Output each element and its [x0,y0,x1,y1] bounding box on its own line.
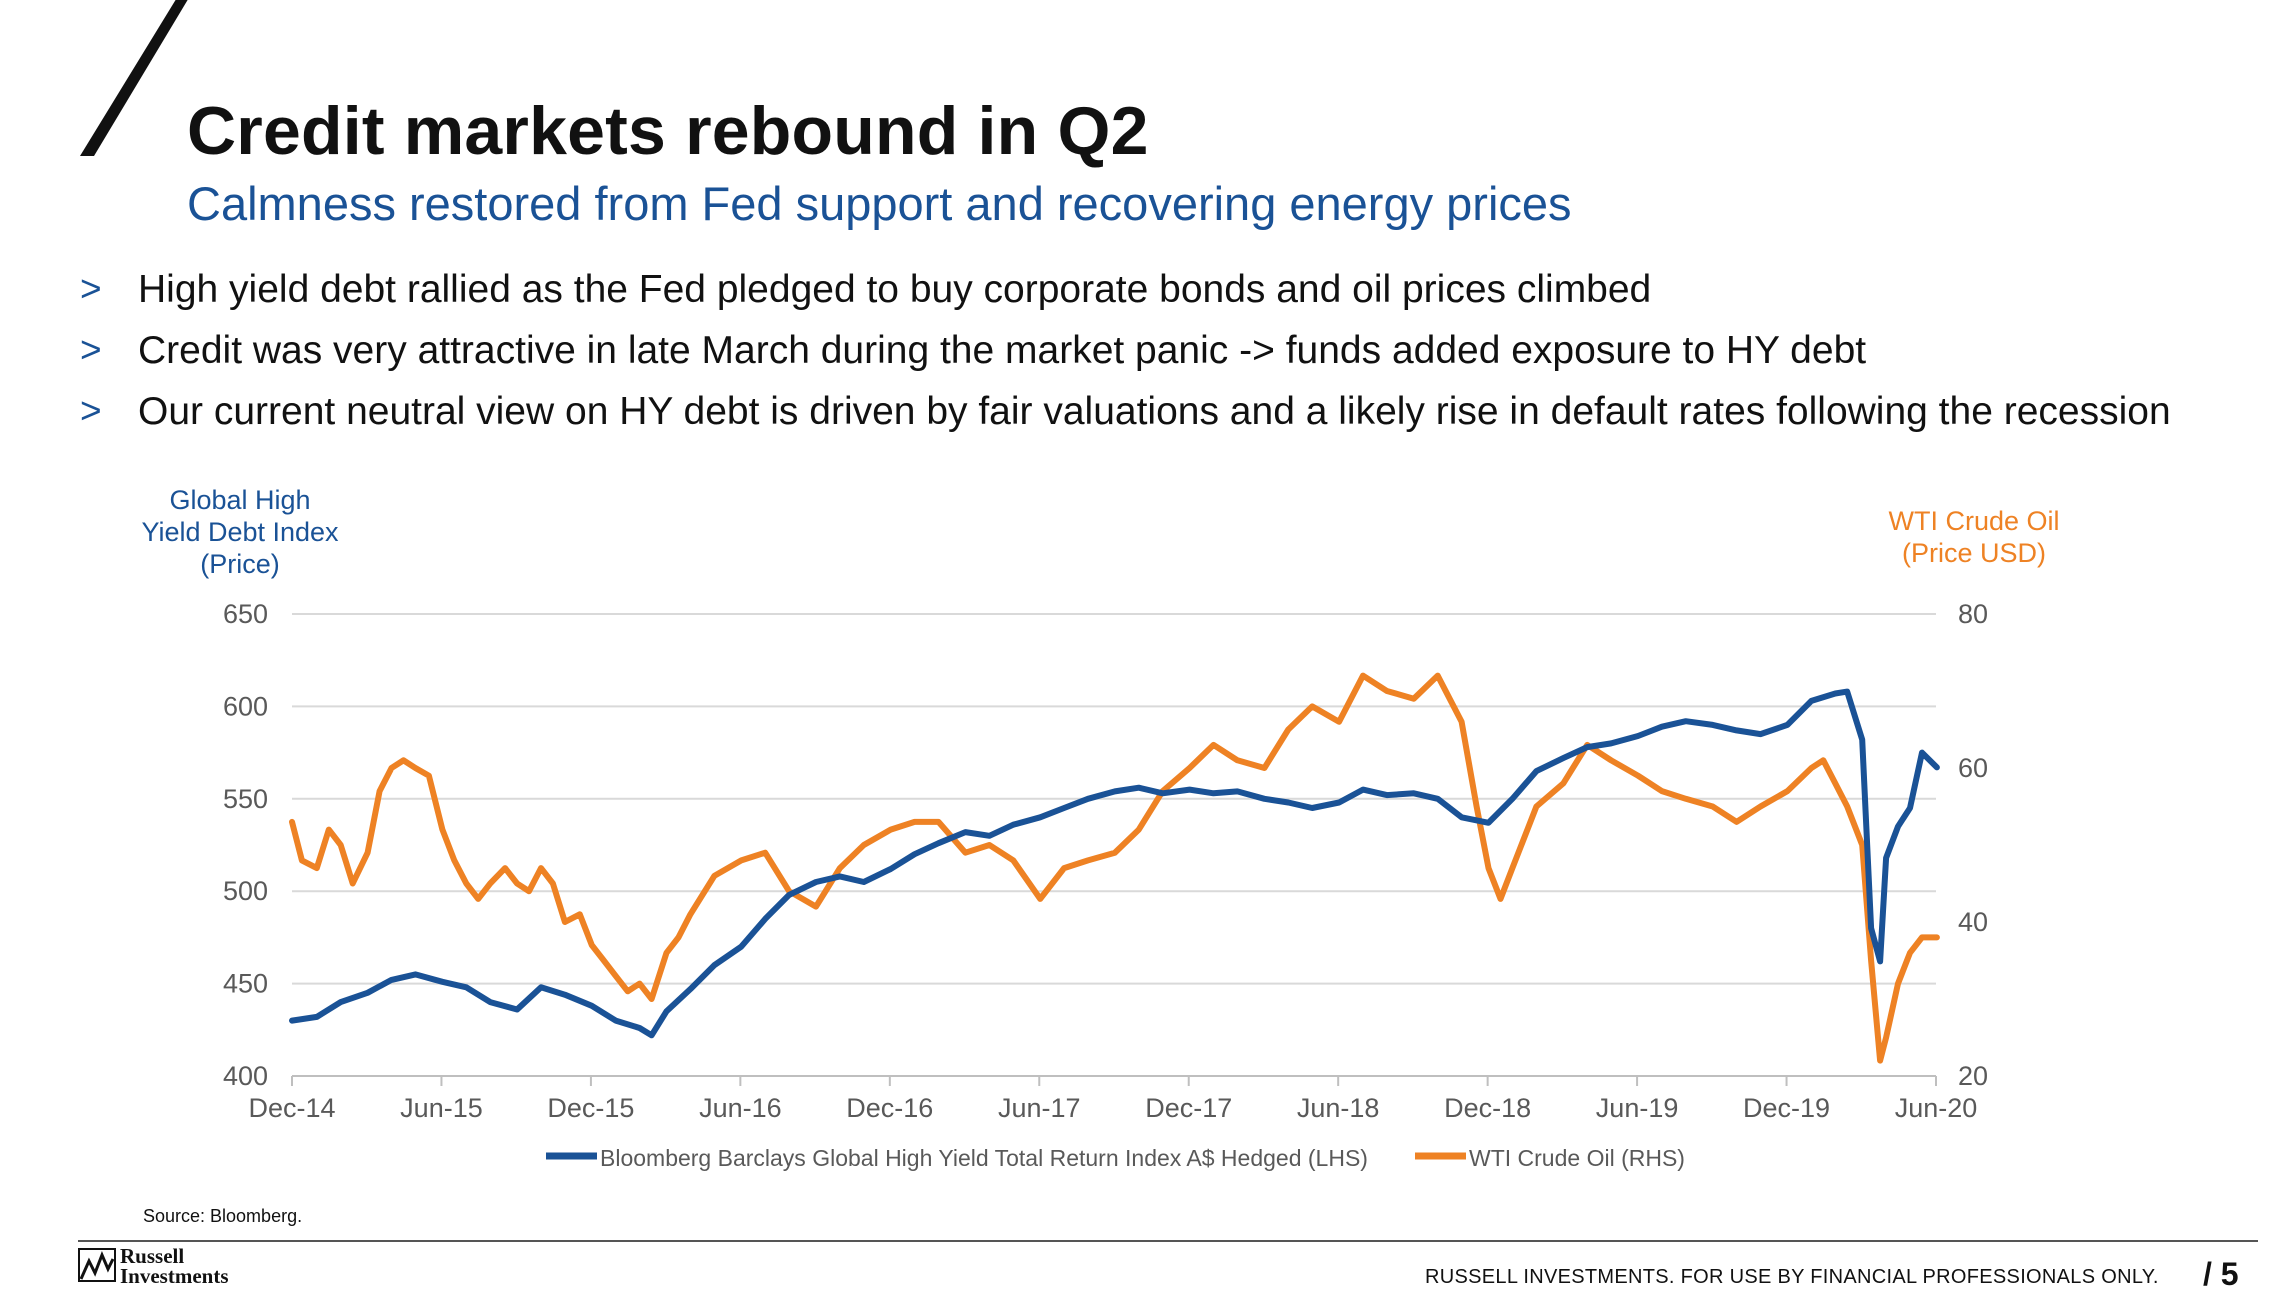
russell-logo-icon [78,1248,116,1282]
gridlines [292,613,1936,985]
chart-legend: Bloomberg Barclays Global High Yield Tot… [546,1145,1685,1171]
page-title: Credit markets rebound in Q2 [187,93,1149,169]
y-left-tick-label: 450 [223,969,268,999]
left-axis-title-line: Yield Debt Index [141,517,339,547]
logo-line-1: Russell [120,1244,185,1268]
page-number: / 5 [2203,1256,2239,1292]
y-right-tick-label: 60 [1958,753,1988,783]
y-left-tick-label: 550 [223,784,268,814]
x-tick-label: Dec-19 [1743,1093,1830,1123]
bullet-item: > Credit was very attractive in late Marc… [80,329,2171,390]
hy-index-line [289,688,1940,1039]
bullet-text: Our current neutral view on HY debt is d… [138,390,2171,433]
page-subtitle: Calmness restored from Fed support and r… [187,177,1572,230]
axes [291,1075,1937,1086]
right-axis-title-line: (Price USD) [1902,538,2046,568]
legend-label-hy: Bloomberg Barclays Global High Yield Tot… [600,1145,1368,1171]
y-left-tick-label: 500 [223,876,268,906]
x-tick-label: Jun-16 [699,1093,782,1123]
right-axis-title-line: WTI Crude Oil [1888,506,2059,536]
x-tick-label: Jun-20 [1895,1093,1978,1123]
bullet-marker: > [80,268,102,309]
left-axis-title-line: Global High [169,485,310,515]
x-tick-label: Dec-18 [1444,1093,1531,1123]
x-tick-label: Dec-16 [846,1093,933,1123]
wti-oil-line [289,672,1940,1064]
bullet-text: High yield debt rallied as the Fed pledg… [138,268,1652,311]
y-left-tick-label: 600 [223,691,268,721]
x-tick-label: Dec-17 [1145,1093,1232,1123]
decorative-slash-icon [80,0,188,156]
x-tick-label: Jun-15 [400,1093,483,1123]
y-left-tick-label: 400 [223,1061,268,1091]
x-tick-label: Dec-14 [248,1093,335,1123]
bullet-marker: > [80,329,102,370]
y-right-tick-label: 40 [1958,907,1988,937]
source-note: Source: Bloomberg. [143,1206,303,1226]
footer-divider [78,1240,2258,1242]
x-tick-label: Jun-17 [998,1093,1081,1123]
x-tick-label: Jun-19 [1596,1093,1679,1123]
bullet-item: > Our current neutral view on HY debt is … [80,390,2171,451]
brand-logo-text: Russell Investments [120,1244,229,1288]
x-tick-label: Jun-18 [1297,1093,1380,1123]
y-left-tick-label: 650 [223,599,268,629]
tick-labels: 650 600 550 500 450 400 80 60 40 20 Dec-14 Jun-15 De… [223,599,1988,1123]
bullet-text: Credit was very attractive in late March… [138,329,1867,372]
left-axis-title-line: (Price) [200,549,280,579]
y-right-tick-label: 20 [1958,1061,1988,1091]
footer-disclaimer: RUSSELL INVESTMENTS. FOR USE BY FINANCIA… [1425,1266,2159,1288]
bullet-marker: > [80,390,102,431]
y-right-tick-label: 80 [1958,599,1988,629]
bullet-list: > High yield debt rallied as the Fed pled… [80,268,2171,451]
series-lines [289,672,1940,1064]
bullet-item: > High yield debt rallied as the Fed pled… [80,268,2171,329]
logo-line-2: Investments [120,1264,229,1288]
legend-label-oil: WTI Crude Oil (RHS) [1469,1145,1685,1171]
x-tick-label: Dec-15 [547,1093,634,1123]
